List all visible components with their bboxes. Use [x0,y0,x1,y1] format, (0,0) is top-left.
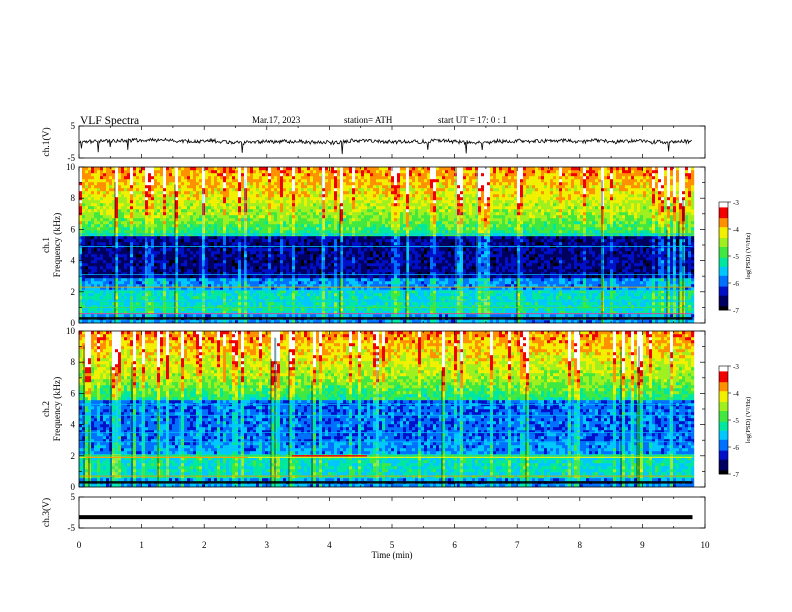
y-tick-label: 6 [71,224,76,234]
colorbar-tick-label: -7 [733,307,739,315]
colorbar-tick-label: -4 [733,390,739,398]
spectrogram-cells [79,167,694,323]
y-tick-label: 2 [71,287,76,297]
y-axis-label: ch.2 [42,401,52,417]
ch3-waveform-panel: 5 -5 ch.3(V) [41,492,705,533]
colorbar-tick-label: -7 [733,471,739,479]
y-axis-label: ch.1(V) [41,127,52,156]
x-tick-label: 8 [578,540,583,550]
time-axis: 0 1 2 3 4 5 6 7 8 9 10 Time (min) [77,540,710,560]
x-tick-label: 0 [77,540,82,550]
x-tick-label: 9 [640,540,645,550]
y-tick-label: 4 [71,256,76,266]
y-tick-label: 8 [71,357,76,367]
y-axis-label: ch.1 [42,237,52,253]
y-axis-label: Frequency (kHz) [52,377,63,442]
y-tick-label: 10 [66,326,76,336]
colorbar-tick-label: -4 [733,226,739,234]
colorbar-tick-label: -5 [733,417,739,425]
x-tick-label: 7 [515,540,520,550]
ch1-waveform-panel: 5-5ch.1(V) [41,121,705,163]
colorbar-label: log(PSD) (V²/Hz) [745,233,752,280]
y-axis-label: ch.3(V) [41,498,52,527]
ch1-colorbar: -3 -4 -5 -6 -7 log(PSD) (V²/Hz) [719,199,752,315]
x-tick-label: 10 [701,540,711,550]
y-tick-label: 4 [71,420,76,430]
x-tick-label: 4 [327,540,332,550]
colorbar-tick-label: -5 [733,253,739,261]
x-tick-label: 5 [390,540,395,550]
x-tick-label: 6 [452,540,457,550]
y-tick-label: -5 [68,523,76,533]
ch2-colorbar: -3 -4 -5 -6 -7 log(PSD) (V²/Hz) [719,363,752,479]
y-tick-label: 5 [71,121,76,131]
ch2-spectrogram-panel: 0 2 4 6 8 10 ch.2 Frequency (kHz) [42,326,705,492]
colorbar-tick-label: -6 [733,280,739,288]
y-tick-label: 0 [71,482,76,492]
y-tick-label: 8 [71,193,76,203]
y-tick-label: 5 [71,492,76,502]
ch3-trace [79,515,692,519]
spectrogram-cells [79,331,694,487]
start-time-label: start UT = 17: 0 : 1 [438,115,507,125]
station-label: station= ATH [344,115,393,125]
x-tick-label: 1 [139,540,144,550]
colorbar-tick-label: -6 [733,444,739,452]
x-tick-label: 3 [265,540,270,550]
y-axis-label: Frequency (kHz) [52,213,63,278]
x-tick-label: 2 [202,540,207,550]
y-tick-label: 6 [71,388,76,398]
date-label: Mar.17, 2023 [252,115,301,125]
x-axis-label: Time (min) [372,550,413,560]
y-tick-label: 10 [66,162,76,172]
figure-title: VLF Spectra [80,115,139,127]
colorbar-label: log(PSD) (V²/Hz) [745,397,752,444]
colorbar-tick-label: -3 [733,199,739,207]
y-tick-label: 2 [71,451,76,461]
colorbar-tick-label: -3 [733,363,739,371]
